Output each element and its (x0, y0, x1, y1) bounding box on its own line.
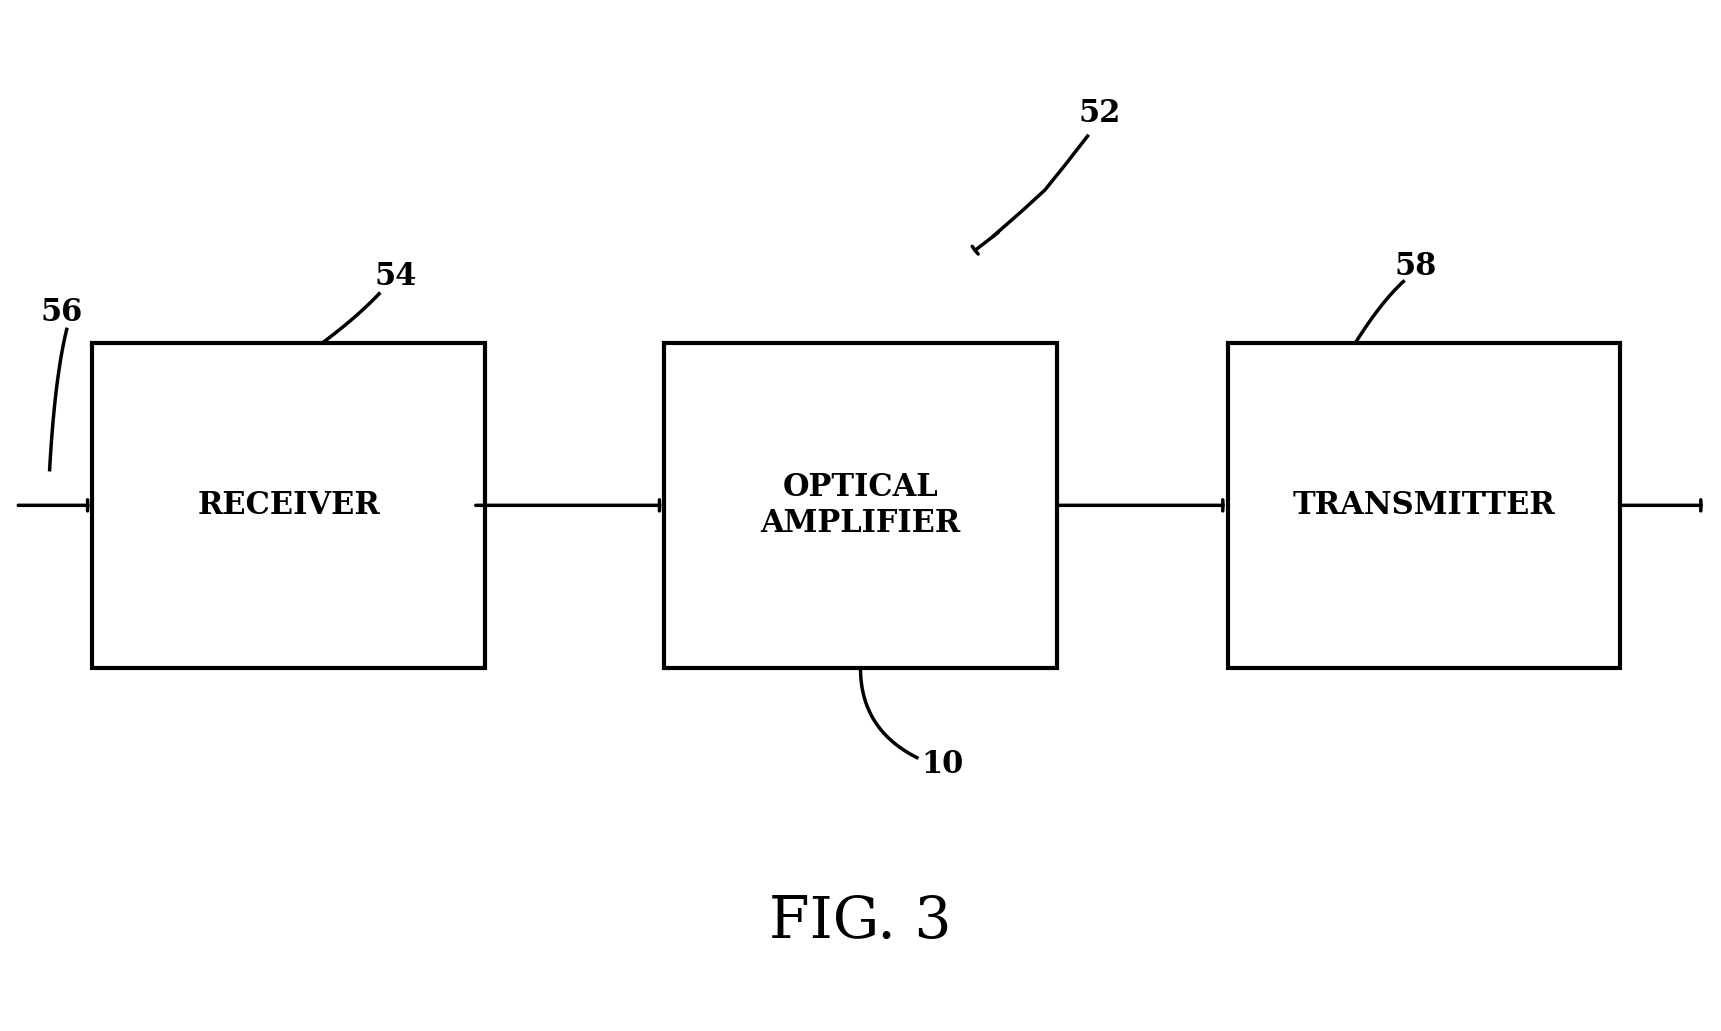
Text: 10: 10 (921, 750, 964, 780)
Text: RECEIVER: RECEIVER (198, 490, 380, 521)
Text: OPTICAL
AMPLIFIER: OPTICAL AMPLIFIER (761, 472, 960, 539)
Bar (1227, 342, 1619, 668)
Bar (93, 342, 485, 668)
Text: FIG. 3: FIG. 3 (769, 894, 952, 951)
Text: 58: 58 (1394, 251, 1437, 281)
Bar (664, 342, 1057, 668)
Text: 52: 52 (1079, 98, 1120, 129)
Text: 54: 54 (375, 261, 418, 292)
Text: 56: 56 (41, 297, 83, 328)
Text: TRANSMITTER: TRANSMITTER (1292, 490, 1556, 521)
